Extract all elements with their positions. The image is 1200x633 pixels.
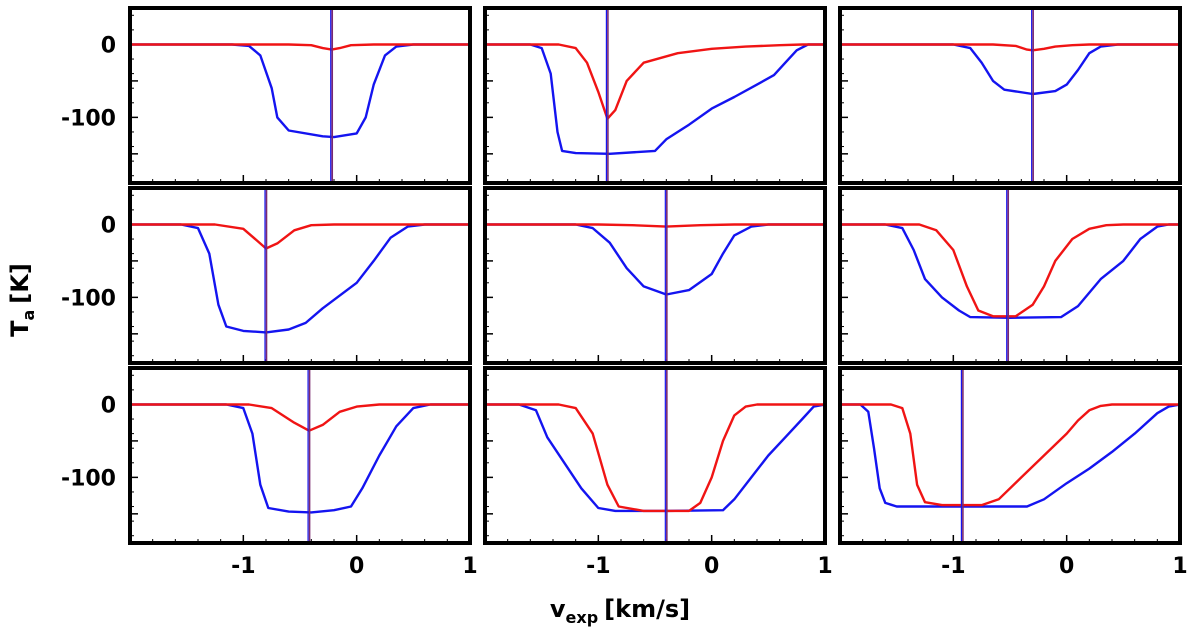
panel-frame xyxy=(838,186,1182,365)
panel-6 xyxy=(838,186,1182,365)
panel-9: -1 0 1 xyxy=(838,366,1188,579)
y-tick-label: 0 xyxy=(101,393,116,418)
blue-series-line xyxy=(485,43,825,155)
red-series-line xyxy=(130,223,470,250)
red-series-line xyxy=(130,43,470,51)
panel-frame xyxy=(483,6,827,185)
x-tick-label: -1 xyxy=(231,554,255,579)
y-tick-label: 0 xyxy=(101,33,116,58)
panel-frame xyxy=(838,366,1182,545)
panel-frame xyxy=(838,6,1182,185)
panel-grid: 0 -100 0 -100 0 -100 -1 0 1 -1 0 1 -1 0 1 xyxy=(61,6,1188,579)
blue-series-line xyxy=(130,223,470,334)
x-tick-label: 0 xyxy=(349,554,364,579)
x-axis-label: vexp [km/s] xyxy=(550,595,690,627)
y-tick-label: 0 xyxy=(101,213,116,238)
panel-frame xyxy=(128,366,472,545)
panel-frame xyxy=(128,6,472,185)
panel-frame xyxy=(483,366,827,545)
panel-5 xyxy=(483,186,827,365)
y-tick-label: -100 xyxy=(61,106,116,131)
y-axis-label: Ta[K] xyxy=(6,263,38,337)
red-series-line xyxy=(485,223,825,228)
x-tick-label: -1 xyxy=(941,554,965,579)
panel-4: 0 -100 xyxy=(61,186,472,365)
red-series-line xyxy=(485,403,825,513)
red-series-line xyxy=(130,403,470,432)
panel-7: 0 -100 -1 0 1 xyxy=(61,366,478,579)
red-series-line xyxy=(485,43,825,120)
blue-series-line xyxy=(840,43,1180,96)
y-tick-label: -100 xyxy=(61,286,116,311)
blue-series-line xyxy=(485,403,825,513)
red-series-line xyxy=(840,223,1180,318)
blue-series-line xyxy=(130,43,470,139)
x-tick-label: 0 xyxy=(704,554,719,579)
x-tick-label: 1 xyxy=(462,554,477,579)
panel-frame xyxy=(483,186,827,365)
x-tick-label: 0 xyxy=(1059,554,1074,579)
blue-series-line xyxy=(840,403,1180,508)
panel-3 xyxy=(838,6,1182,185)
blue-series-line xyxy=(840,223,1180,319)
panel-frame xyxy=(128,186,472,365)
y-tick-label: -100 xyxy=(61,466,116,491)
panel-1: 0 -100 xyxy=(61,6,472,185)
x-tick-label: -1 xyxy=(586,554,610,579)
red-series-line xyxy=(840,403,1180,507)
blue-series-line xyxy=(485,223,825,296)
x-tick-label: 1 xyxy=(817,554,832,579)
panel-8: -1 0 1 xyxy=(483,366,833,579)
x-tick-label: 1 xyxy=(1172,554,1187,579)
panel-2 xyxy=(483,6,827,185)
blue-series-line xyxy=(130,403,470,514)
red-series-line xyxy=(840,43,1180,52)
